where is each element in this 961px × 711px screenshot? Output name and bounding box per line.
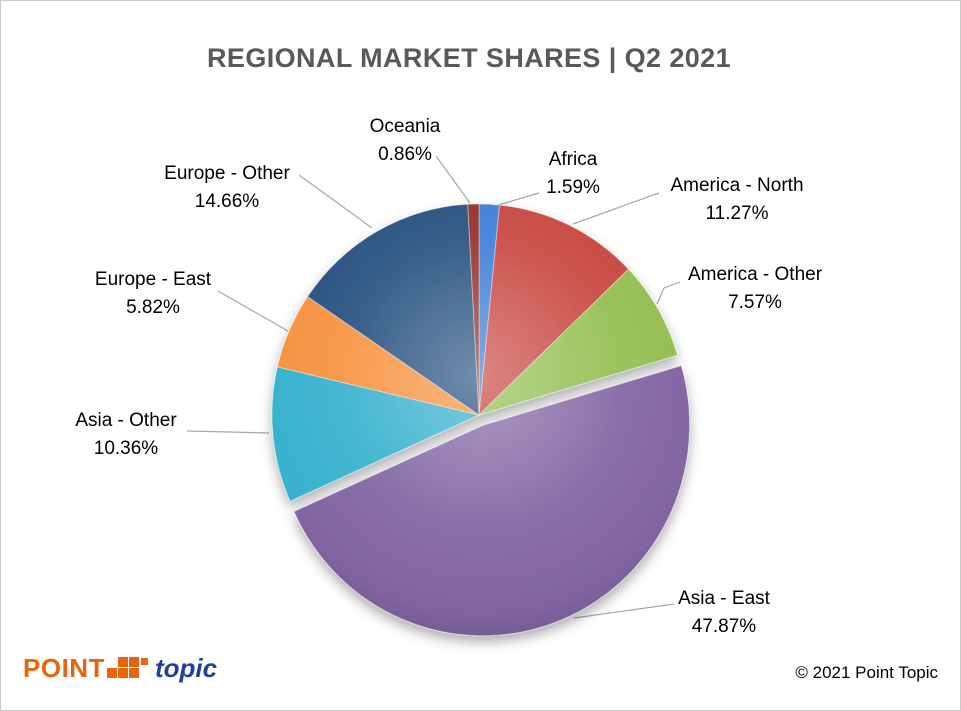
leader-line-america-other <box>656 281 681 305</box>
pie-slice-asia-east <box>293 364 691 637</box>
copyright-text: © 2021 Point Topic <box>795 663 938 682</box>
slice-label-name: Africa <box>548 149 598 170</box>
pie-slice-oceania <box>467 203 480 416</box>
logo-point-text: POINT <box>23 653 105 683</box>
pie-slice-asia-other <box>271 366 481 502</box>
slice-label-value: 7.57% <box>728 292 782 313</box>
leader-line-oceania <box>435 155 471 204</box>
slice-label-value: 0.86% <box>378 144 432 165</box>
slice-label-america-other: America - Other 7.57% <box>635 261 875 317</box>
slice-label-value: 10.36% <box>93 438 159 459</box>
slice-label-asia-other: Asia - Other 10.36% <box>6 407 246 463</box>
slice-label-name: America - North <box>670 175 804 196</box>
leader-line-asia-other <box>186 430 270 434</box>
slice-label-value: 14.66% <box>194 191 260 212</box>
logo-topic-text: topic <box>154 653 218 683</box>
slice-label-name: Europe - East <box>94 269 212 290</box>
slice-label-africa: Africa 1.59% <box>453 146 693 202</box>
slice-label-name: America - Other <box>687 264 823 285</box>
pie-slice-america-other <box>478 268 679 416</box>
slice-label-name: Europe - Other <box>164 163 290 184</box>
leader-line-europe-east <box>217 290 289 332</box>
leader-line-america-north <box>572 192 660 225</box>
slice-label-europe-other: Europe - Other 14.66% <box>107 160 347 216</box>
slice-label-america-north: America - North 11.27% <box>617 172 857 228</box>
leader-line-asia-east <box>573 603 675 619</box>
slice-label-value: 5.82% <box>126 297 180 318</box>
chart-title: REGIONAL MARKET SHARES | Q2 2021 <box>207 43 731 73</box>
slice-label-value: 47.87% <box>691 616 757 637</box>
slice-label-value: 11.27% <box>705 203 769 224</box>
slice-label-name: Oceania <box>369 116 441 137</box>
slice-label-oceania: Oceania 0.86% <box>285 113 525 169</box>
slice-label-name: Asia - East <box>678 588 770 609</box>
pie-slice-europe-other <box>306 203 480 416</box>
leader-line-europe-other <box>298 174 373 229</box>
slice-label-name: Asia - Other <box>75 410 177 431</box>
slice-label-asia-east: Asia - East 47.87% <box>604 585 844 641</box>
point-topic-logo: POINT topic <box>23 654 217 682</box>
pie-slice-america-north <box>478 204 630 417</box>
logo-pixel-dots-icon <box>106 657 152 680</box>
leader-line-africa <box>497 192 540 206</box>
slice-label-value: 1.59% <box>546 177 600 198</box>
slice-label-europe-east: Europe - East 5.82% <box>33 266 273 322</box>
